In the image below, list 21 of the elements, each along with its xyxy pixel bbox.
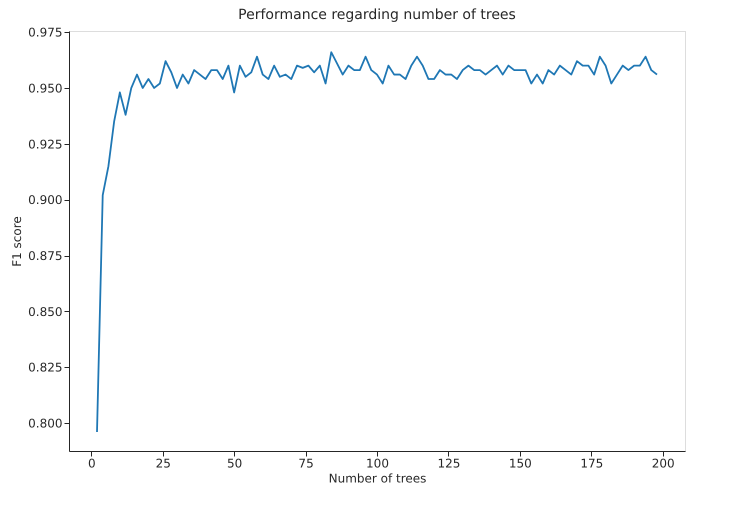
chart-title: Performance regarding number of trees (238, 7, 516, 24)
y-tick-label: 0.850 (28, 304, 62, 319)
x-tick-label: 175 (580, 456, 604, 470)
x-tick-label: 150 (508, 456, 532, 470)
y-tick-label: 0.950 (28, 81, 62, 96)
x-axis-title: Number of trees (328, 472, 426, 486)
x-tick-label: 100 (366, 456, 389, 470)
y-tick-label: 0.875 (28, 249, 62, 264)
y-tick-label: 0.925 (28, 137, 62, 152)
y-tick-label: 0.800 (28, 416, 62, 431)
y-tick-label: 0.900 (28, 193, 62, 208)
x-tick-label: 25 (156, 456, 171, 470)
y-tick-label: 0.975 (28, 26, 62, 40)
y-tick-label: 0.825 (28, 360, 62, 375)
x-tick-label: 75 (298, 456, 314, 470)
x-tick-label: 0 (88, 456, 96, 470)
x-tick-label: 200 (652, 456, 675, 470)
x-tick-label: 125 (437, 456, 460, 470)
line-series (96, 51, 658, 433)
x-tick-label: 50 (227, 456, 242, 470)
y-axis-title: F1 score (10, 216, 24, 267)
